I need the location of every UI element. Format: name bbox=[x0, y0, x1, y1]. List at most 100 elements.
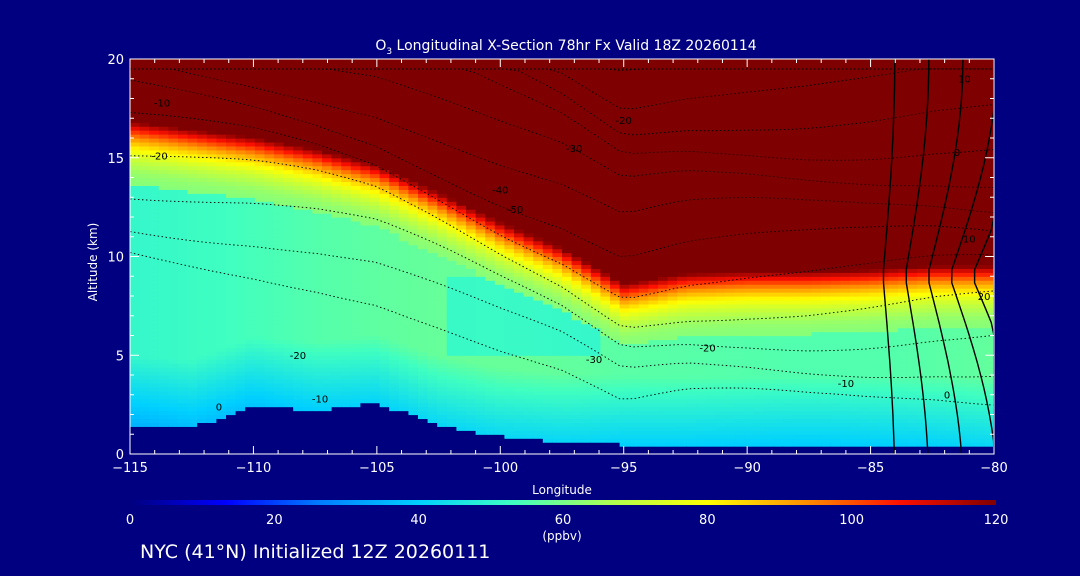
field-cell bbox=[216, 311, 227, 317]
field-cell bbox=[523, 138, 534, 143]
field-cell bbox=[533, 375, 544, 380]
field-cell bbox=[562, 98, 573, 104]
field-cell bbox=[283, 394, 294, 400]
field-cell bbox=[245, 363, 256, 368]
field-cell bbox=[494, 299, 505, 305]
field-cell bbox=[264, 276, 275, 281]
field-cell bbox=[139, 181, 150, 186]
field-cell bbox=[293, 284, 304, 289]
field-cell bbox=[254, 430, 265, 435]
field-cell bbox=[552, 390, 563, 396]
field-cell bbox=[254, 390, 265, 396]
field-cell bbox=[418, 327, 429, 333]
field-cell bbox=[475, 74, 486, 80]
field-cell bbox=[226, 292, 237, 297]
field-cell bbox=[254, 363, 265, 368]
field-cell bbox=[264, 122, 275, 127]
field-cell bbox=[350, 252, 361, 258]
field-cell bbox=[360, 347, 371, 352]
field-cell bbox=[216, 228, 227, 234]
field-cell bbox=[254, 442, 265, 447]
field-cell bbox=[139, 307, 150, 313]
field-cell bbox=[130, 228, 141, 234]
field-cell bbox=[456, 315, 467, 321]
field-cell bbox=[427, 74, 438, 80]
field-cell bbox=[408, 299, 419, 305]
field-cell bbox=[149, 244, 160, 250]
field-cell bbox=[226, 134, 237, 139]
field-cell bbox=[206, 335, 217, 341]
field-cell bbox=[187, 398, 198, 404]
field-cell bbox=[158, 418, 169, 423]
field-cell bbox=[370, 327, 381, 333]
field-cell bbox=[370, 138, 381, 143]
field-cell bbox=[331, 450, 342, 454]
field-cell bbox=[226, 236, 237, 242]
field-cell bbox=[379, 185, 390, 190]
field-cell bbox=[504, 446, 515, 451]
field-cell bbox=[418, 193, 429, 198]
field-cell bbox=[178, 351, 189, 356]
field-cell bbox=[427, 122, 438, 127]
field-cell bbox=[590, 197, 601, 202]
field-cell bbox=[408, 94, 419, 100]
field-cell bbox=[322, 157, 333, 163]
field-cell bbox=[398, 323, 409, 329]
field-cell bbox=[322, 94, 333, 100]
field-cell bbox=[139, 276, 150, 281]
field-cell bbox=[494, 406, 505, 412]
field-cell bbox=[446, 114, 457, 119]
field-cell bbox=[370, 169, 381, 175]
field-cell bbox=[322, 339, 333, 344]
field-cell bbox=[274, 153, 285, 159]
field-cell bbox=[389, 169, 400, 175]
field-cell bbox=[446, 296, 457, 301]
field-cell bbox=[149, 394, 160, 400]
field-cell bbox=[542, 126, 553, 131]
field-cell bbox=[235, 438, 246, 443]
field-cell bbox=[514, 165, 525, 171]
field-cell bbox=[427, 157, 438, 163]
field-cell bbox=[226, 343, 237, 348]
field-cell bbox=[389, 402, 400, 408]
field-cell bbox=[158, 66, 169, 72]
field-cell bbox=[456, 450, 467, 454]
field-cell bbox=[600, 351, 611, 356]
field-cell bbox=[466, 450, 477, 454]
field-cell bbox=[274, 224, 285, 230]
field-cell bbox=[283, 343, 294, 348]
field-cell bbox=[322, 272, 333, 277]
field-cell bbox=[475, 165, 486, 171]
field-cell bbox=[302, 134, 313, 139]
field-cell bbox=[264, 70, 275, 76]
field-cell bbox=[360, 118, 371, 123]
field-cell bbox=[158, 173, 169, 179]
field-cell bbox=[504, 197, 515, 202]
field-cell bbox=[562, 106, 573, 111]
field-cell bbox=[504, 66, 515, 72]
field-cell bbox=[456, 422, 467, 427]
field-cell bbox=[514, 386, 525, 392]
field-cell bbox=[360, 272, 371, 277]
field-cell bbox=[350, 244, 361, 250]
field-cell bbox=[581, 268, 592, 273]
field-cell bbox=[331, 426, 342, 431]
field-cell bbox=[245, 161, 256, 167]
field-cell bbox=[130, 284, 141, 289]
field-cell bbox=[446, 276, 457, 281]
field-cell bbox=[446, 252, 457, 258]
field-cell bbox=[562, 347, 573, 352]
field-cell bbox=[542, 201, 553, 206]
field-cell bbox=[283, 307, 294, 313]
field-cell bbox=[466, 82, 477, 88]
field-cell bbox=[523, 78, 534, 84]
field-cell bbox=[360, 367, 371, 372]
field-cell bbox=[456, 363, 467, 368]
field-cell bbox=[254, 248, 265, 254]
field-cell bbox=[302, 311, 313, 317]
field-cell bbox=[408, 110, 419, 115]
field-cell bbox=[514, 252, 525, 258]
field-cell bbox=[302, 256, 313, 262]
field-cell bbox=[168, 193, 179, 198]
field-cell bbox=[437, 438, 448, 443]
